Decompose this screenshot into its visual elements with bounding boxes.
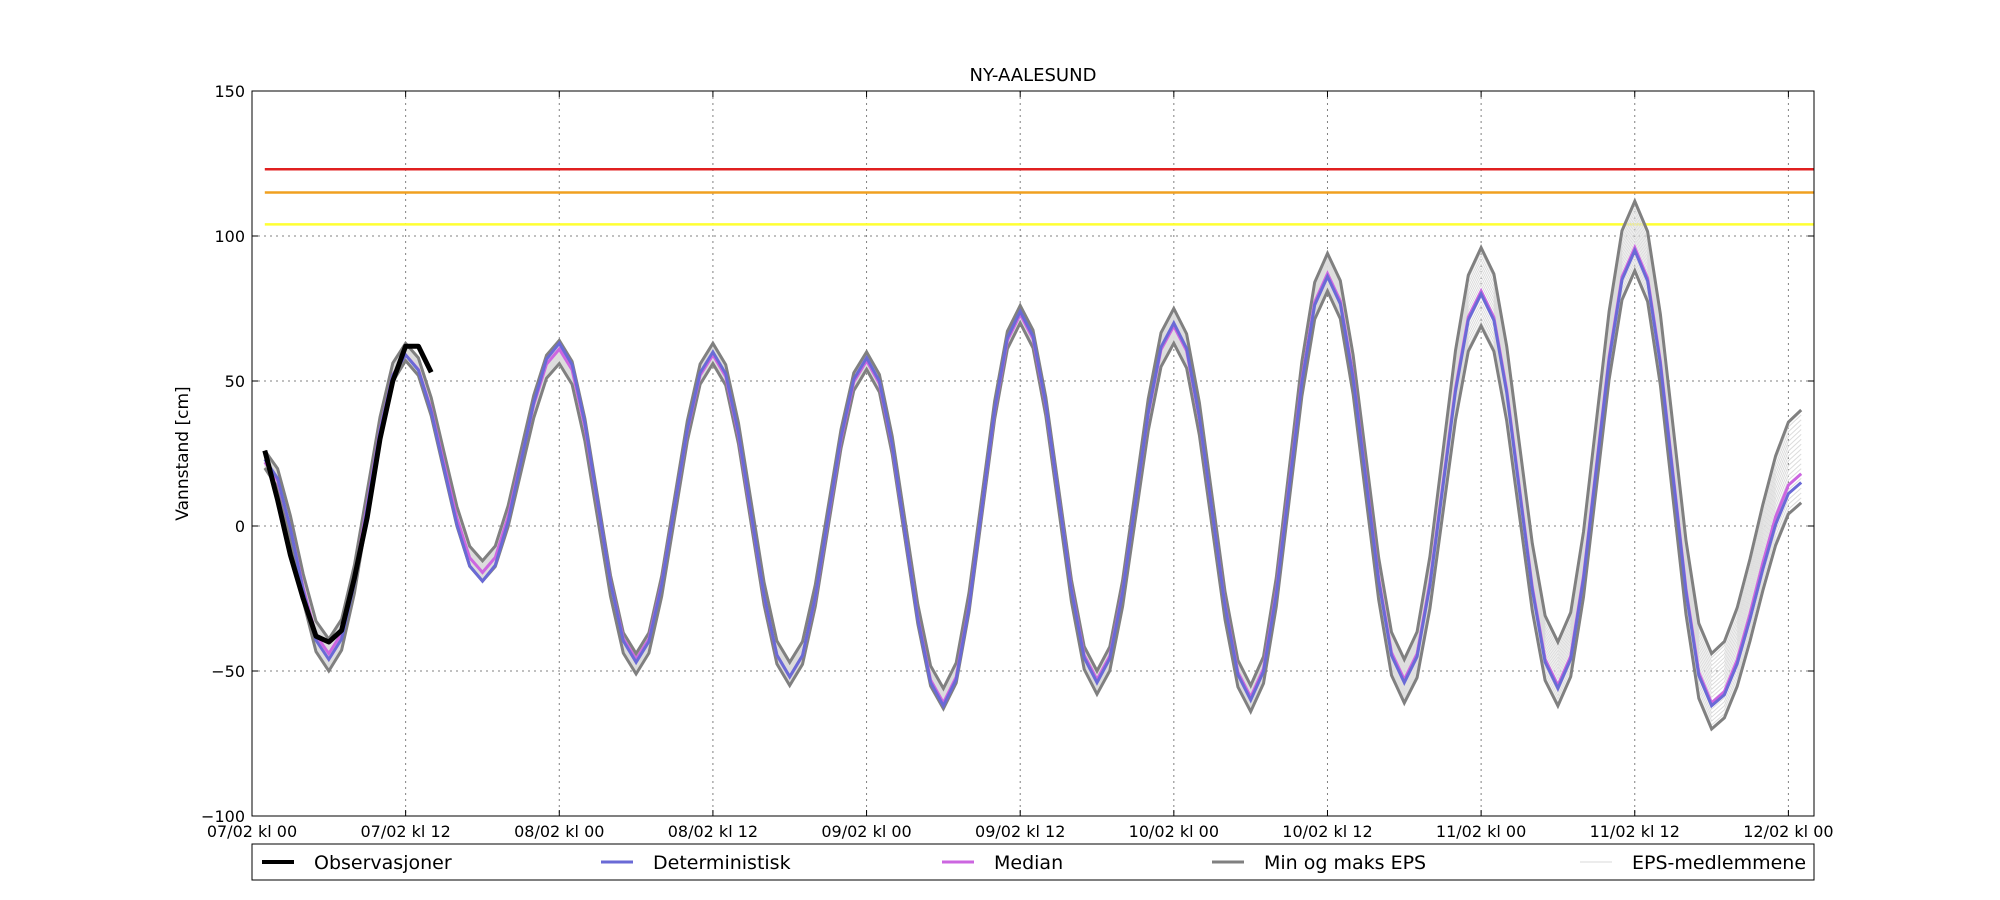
x-tick-label: 07/02 kl 00: [207, 822, 297, 841]
x-tick-label: 09/02 kl 00: [821, 822, 911, 841]
plot-frame: [251, 90, 1815, 817]
deterministic-line: [263, 246, 1803, 710]
y-tick-label: 150: [214, 82, 245, 101]
y-tick-label: −50: [211, 662, 245, 681]
y-axis-label: Vannstand [cm]: [173, 386, 193, 520]
eps-max-line: [263, 197, 1803, 692]
legend-box: [251, 843, 1815, 881]
legend-label: Observasjoner: [314, 852, 452, 874]
eps-member-line: [264, 207, 1802, 692]
observations-line: [262, 343, 434, 645]
legend-label: Median: [994, 852, 1063, 874]
x-tick-label: 11/02 kl 00: [1436, 822, 1526, 841]
y-tick-label: 100: [214, 227, 245, 246]
eps-member-line: [264, 203, 1802, 691]
x-tick-label: 09/02 kl 12: [975, 822, 1065, 841]
x-tick-label: 08/02 kl 00: [514, 822, 604, 841]
grid-lines: [251, 90, 1814, 817]
x-tick-label: 10/02 kl 00: [1129, 822, 1219, 841]
eps-min-line: [263, 266, 1803, 732]
x-tick-label: 08/02 kl 12: [668, 822, 758, 841]
y-tick-label: −100: [201, 807, 245, 826]
threshold-lines: [264, 168, 1814, 226]
axis-ticks: 07/02 kl 00 07/02 kl 12 08/02 kl 00 08/02 k…: [201, 82, 1834, 841]
y-tick-label: 0: [235, 517, 245, 536]
chart-title: NY-AALESUND: [970, 65, 1097, 86]
legend: Observasjoner Deterministisk Median Min og …: [251, 843, 1815, 881]
legend-label: EPS-medlemmene: [1632, 852, 1806, 874]
x-tick-label: 07/02 kl 12: [360, 822, 450, 841]
y-tick-label: 50: [225, 372, 245, 391]
series-layer: [262, 197, 1803, 732]
x-tick-label: 11/02 kl 12: [1590, 822, 1680, 841]
x-tick-label: 10/02 kl 12: [1282, 822, 1372, 841]
x-tick-label: 12/02 kl 00: [1743, 822, 1833, 841]
legend-label: Min og maks EPS: [1264, 852, 1426, 874]
legend-label: Deterministisk: [653, 852, 791, 874]
